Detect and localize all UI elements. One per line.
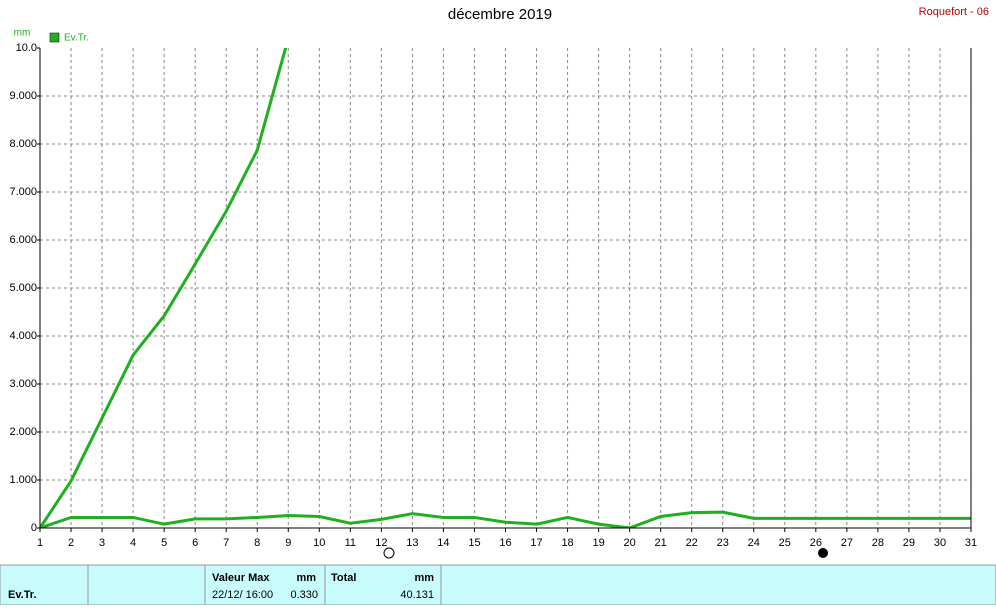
x-tick-label: 24 (748, 537, 760, 549)
x-tick-label: 17 (530, 537, 542, 549)
x-tick-label: 27 (841, 537, 853, 549)
total-value: 40.131 (400, 589, 434, 601)
max-unit: mm (296, 572, 316, 584)
y-tick-label: 10.0 (16, 42, 37, 54)
y-tick-label: 0 (31, 522, 37, 534)
total-header: Total (331, 572, 356, 584)
x-tick-label: 12 (375, 537, 387, 549)
y-tick-label: 7.000 (9, 186, 37, 198)
x-tick-label: 9 (285, 537, 291, 549)
moon-icon (818, 548, 828, 558)
x-tick-label: 29 (903, 537, 915, 549)
max-header: Valeur Max (212, 572, 270, 584)
x-tick-label: 13 (406, 537, 418, 549)
x-tick-label: 15 (468, 537, 480, 549)
x-tick-label: 10 (313, 537, 325, 549)
moon-icon (383, 547, 395, 559)
y-tick-label: 5.000 (9, 282, 37, 294)
chart-title: décembre 2019 (448, 6, 552, 23)
x-tick-label: 16 (499, 537, 511, 549)
y-tick-label: 9.000 (9, 90, 37, 102)
x-tick-label: 11 (345, 537, 356, 549)
x-tick-label: 30 (934, 537, 946, 549)
summary-table: Ev.Tr. Valeur Max mm 22/12/ 16:00 0.330 … (0, 564, 996, 606)
y-tick-label: 8.000 (9, 138, 37, 150)
row-label: Ev.Tr. (8, 589, 37, 601)
max-date: 22/12/ 16:00 (212, 589, 273, 601)
y-tick-label: 3.000 (9, 378, 37, 390)
x-tick-label: 21 (655, 537, 667, 549)
y-tick-label: 1.000 (9, 474, 37, 486)
x-tick-label: 8 (254, 537, 260, 549)
x-tick-label: 26 (810, 537, 822, 549)
x-tick-label: 5 (161, 537, 167, 549)
x-tick-label: 1 (37, 537, 43, 549)
y-tick-label: 4.000 (9, 330, 37, 342)
max-value: 0.330 (290, 589, 318, 601)
plot (40, 48, 971, 528)
series-line (40, 510, 971, 528)
x-tick-label: 4 (130, 537, 136, 549)
total-unit: mm (414, 572, 434, 584)
x-tick-label: 23 (717, 537, 729, 549)
x-tick-label: 6 (192, 537, 198, 549)
x-tick-label: 20 (624, 537, 636, 549)
x-tick-label: 31 (965, 537, 977, 549)
summary-bg (0, 564, 996, 606)
y-unit: mm (14, 28, 31, 39)
x-tick-label: 19 (592, 537, 604, 549)
x-tick-label: 7 (223, 537, 229, 549)
y-tick-label: 2.000 (9, 426, 37, 438)
x-tick-label: 18 (561, 537, 573, 549)
series-line (40, 48, 288, 528)
legend-swatch (49, 32, 60, 43)
x-tick-label: 22 (686, 537, 698, 549)
x-tick-label: 14 (437, 537, 449, 549)
y-tick-label: 6.000 (9, 234, 37, 246)
x-tick-label: 3 (99, 537, 105, 549)
legend-label: Ev.Tr. (64, 33, 89, 44)
x-tick-label: 25 (779, 537, 791, 549)
x-tick-label: 28 (872, 537, 884, 549)
grid: 0 1.000 2.000 3.000 4.000 5.000 6.000 7.000 8.00… (9, 42, 977, 549)
x-tick-label: 2 (68, 537, 74, 549)
station: Roquefort - 06 (919, 6, 989, 18)
legend: Ev.Tr. (49, 32, 89, 44)
